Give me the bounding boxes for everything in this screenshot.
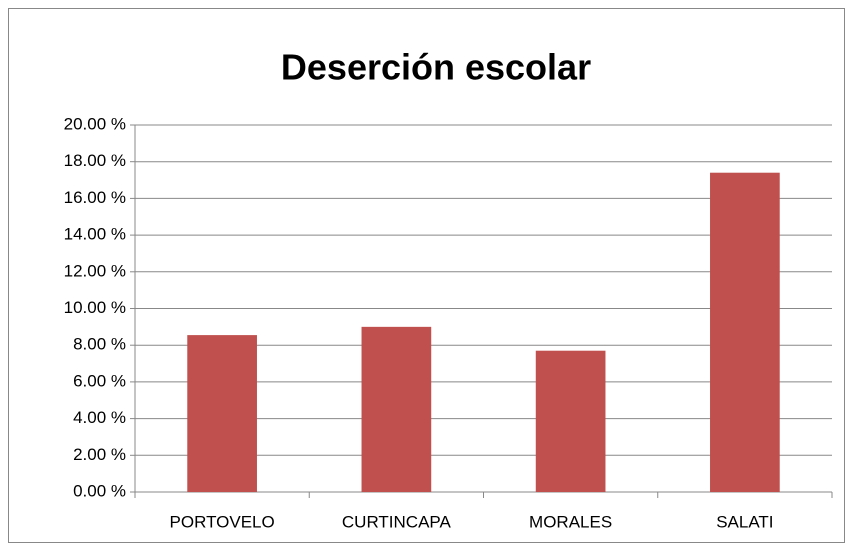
y-tick-label: 0.00 %	[73, 481, 126, 500]
y-tick-label: 10.00 %	[64, 298, 126, 317]
y-tick-label: 8.00 %	[73, 335, 126, 354]
x-tick-label: CURTINCAPA	[342, 512, 452, 531]
x-tick-label: MORALES	[529, 512, 612, 531]
x-tick-label: PORTOVELO	[170, 512, 275, 531]
bar	[187, 335, 257, 492]
y-tick-label: 2.00 %	[73, 445, 126, 464]
y-tick-label: 4.00 %	[73, 408, 126, 427]
y-tick-label: 6.00 %	[73, 371, 126, 390]
bar	[535, 350, 606, 492]
x-tick-label: SALATI	[716, 512, 773, 531]
bar	[710, 172, 780, 492]
chart-title: Deserción escolar	[281, 47, 591, 88]
y-tick-label: 16.00 %	[64, 188, 126, 207]
bar	[361, 326, 432, 492]
y-tick-label: 18.00 %	[64, 151, 126, 170]
y-tick-label: 12.00 %	[64, 261, 126, 280]
y-tick-label: 14.00 %	[64, 225, 126, 244]
y-tick-label: 20.00 %	[64, 114, 126, 133]
